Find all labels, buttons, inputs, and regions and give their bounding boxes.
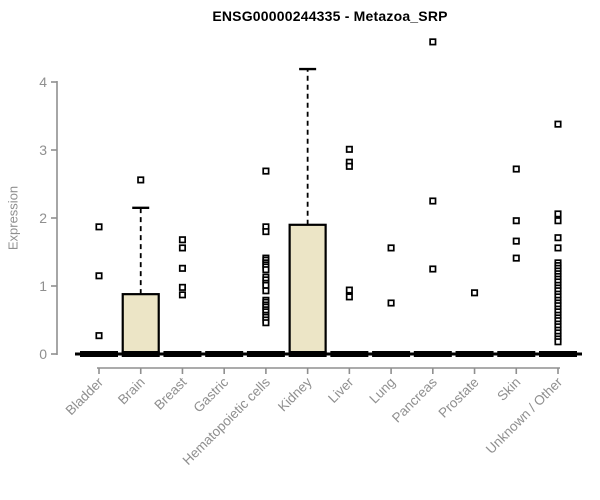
outlier-point — [554, 120, 562, 128]
whisker-nub-left — [492, 352, 498, 356]
boxplot-skin — [492, 165, 541, 357]
y-tick-label: 0 — [39, 346, 47, 362]
outlier-point — [512, 217, 520, 225]
outlier-point — [137, 176, 145, 184]
collapsed-box-bar — [455, 351, 494, 357]
whisker-nub-left — [241, 352, 247, 356]
outlier-point — [345, 293, 353, 301]
outlier-point — [345, 286, 353, 294]
x-tick-label-bladder: Bladder — [63, 374, 107, 418]
outlier-point — [178, 283, 187, 291]
outlier-point — [387, 244, 395, 252]
outlier-point — [345, 162, 353, 170]
collapsed-box-bar — [497, 351, 536, 357]
boxplot-brain — [115, 176, 166, 357]
outlier-point — [554, 217, 562, 225]
outlier-point — [95, 332, 103, 340]
x-tick-label-lung: Lung — [366, 375, 398, 407]
outlier-point — [178, 264, 187, 272]
boxplot-hematopoietic-cells — [241, 167, 290, 357]
whisker-nub-left — [450, 352, 456, 356]
x-tick-label-brain: Brain — [115, 375, 148, 408]
collapsed-box-bar — [163, 351, 202, 357]
x-tick-label-pancreas: Pancreas — [389, 374, 440, 425]
boxplot-lung — [367, 244, 416, 357]
boxplot-liver — [325, 145, 374, 357]
whisker-nub-left — [115, 352, 121, 356]
whisker-nub-left — [534, 352, 539, 356]
x-tick-label-unknown-other: Unknown / Other — [483, 374, 566, 457]
x-tick-label-gastric: Gastric — [190, 374, 231, 415]
outlier-point — [554, 234, 562, 242]
collapsed-box-bar — [372, 351, 411, 357]
whisker-nub-left — [408, 352, 414, 356]
x-tick-label-skin: Skin — [494, 375, 523, 404]
boxplot-pancreas — [408, 38, 457, 357]
outlier-point — [95, 223, 103, 231]
y-tick-label: 1 — [39, 278, 47, 294]
iqr-box — [121, 293, 160, 356]
median-bar — [288, 351, 327, 357]
collapsed-box-bar — [80, 351, 118, 357]
whisker-nub-left — [367, 352, 373, 356]
x-tick-label-prostate: Prostate — [436, 375, 482, 421]
boxplot-bladder — [75, 223, 123, 357]
collapsed-box-bar — [246, 351, 285, 357]
chart-title: ENSG00000244335 - Metazoa_SRP — [212, 8, 448, 24]
whisker-nub-left — [325, 352, 331, 356]
collapsed-box-bar — [330, 351, 369, 357]
outlier-point — [178, 244, 187, 252]
outlier-point — [429, 265, 437, 273]
boxplot-unknown-other — [534, 120, 582, 357]
boxplot-gastric — [200, 351, 249, 357]
y-tick-label: 2 — [39, 210, 47, 226]
x-tick-label-breast: Breast — [151, 374, 189, 412]
collapsed-box-bar — [539, 351, 577, 357]
collapsed-box-bar — [413, 351, 452, 357]
boxplot-kidney — [282, 67, 333, 357]
outlier-point — [512, 165, 520, 173]
outlier-point — [262, 281, 270, 289]
outlier-point — [262, 287, 270, 295]
outlier-point — [262, 228, 270, 236]
outlier-point — [178, 236, 187, 244]
outlier-point — [262, 167, 270, 175]
outlier-point — [554, 210, 562, 218]
whisker-nub-left — [282, 352, 288, 356]
y-tick-label: 4 — [39, 74, 47, 90]
outlier-point — [387, 299, 395, 307]
outlier-point — [345, 145, 353, 153]
outlier-point — [554, 244, 562, 252]
median-bar — [121, 351, 160, 357]
outlier-point — [95, 272, 103, 280]
x-tick-label-kidney: Kidney — [275, 374, 315, 414]
whisker-nub-right — [577, 352, 582, 356]
iqr-box — [288, 223, 327, 356]
y-tick-label: 3 — [39, 142, 47, 158]
whisker-nub-left — [158, 352, 164, 356]
whisker-nub-left — [200, 352, 206, 356]
outlier-point — [429, 38, 437, 46]
outlier-point — [512, 254, 520, 262]
outlier-point — [470, 289, 479, 297]
outlier-point — [554, 338, 562, 346]
whisker-nub-left — [75, 352, 80, 356]
boxplot-prostate — [450, 289, 499, 357]
outlier-point — [512, 237, 520, 245]
outlier-point — [429, 197, 437, 205]
outlier-point — [262, 319, 270, 327]
outlier-point — [178, 291, 187, 299]
outlier-point — [262, 266, 270, 274]
boxplot-breast — [158, 236, 207, 357]
collapsed-box-bar — [205, 351, 244, 357]
x-tick-label-liver: Liver — [325, 374, 357, 406]
